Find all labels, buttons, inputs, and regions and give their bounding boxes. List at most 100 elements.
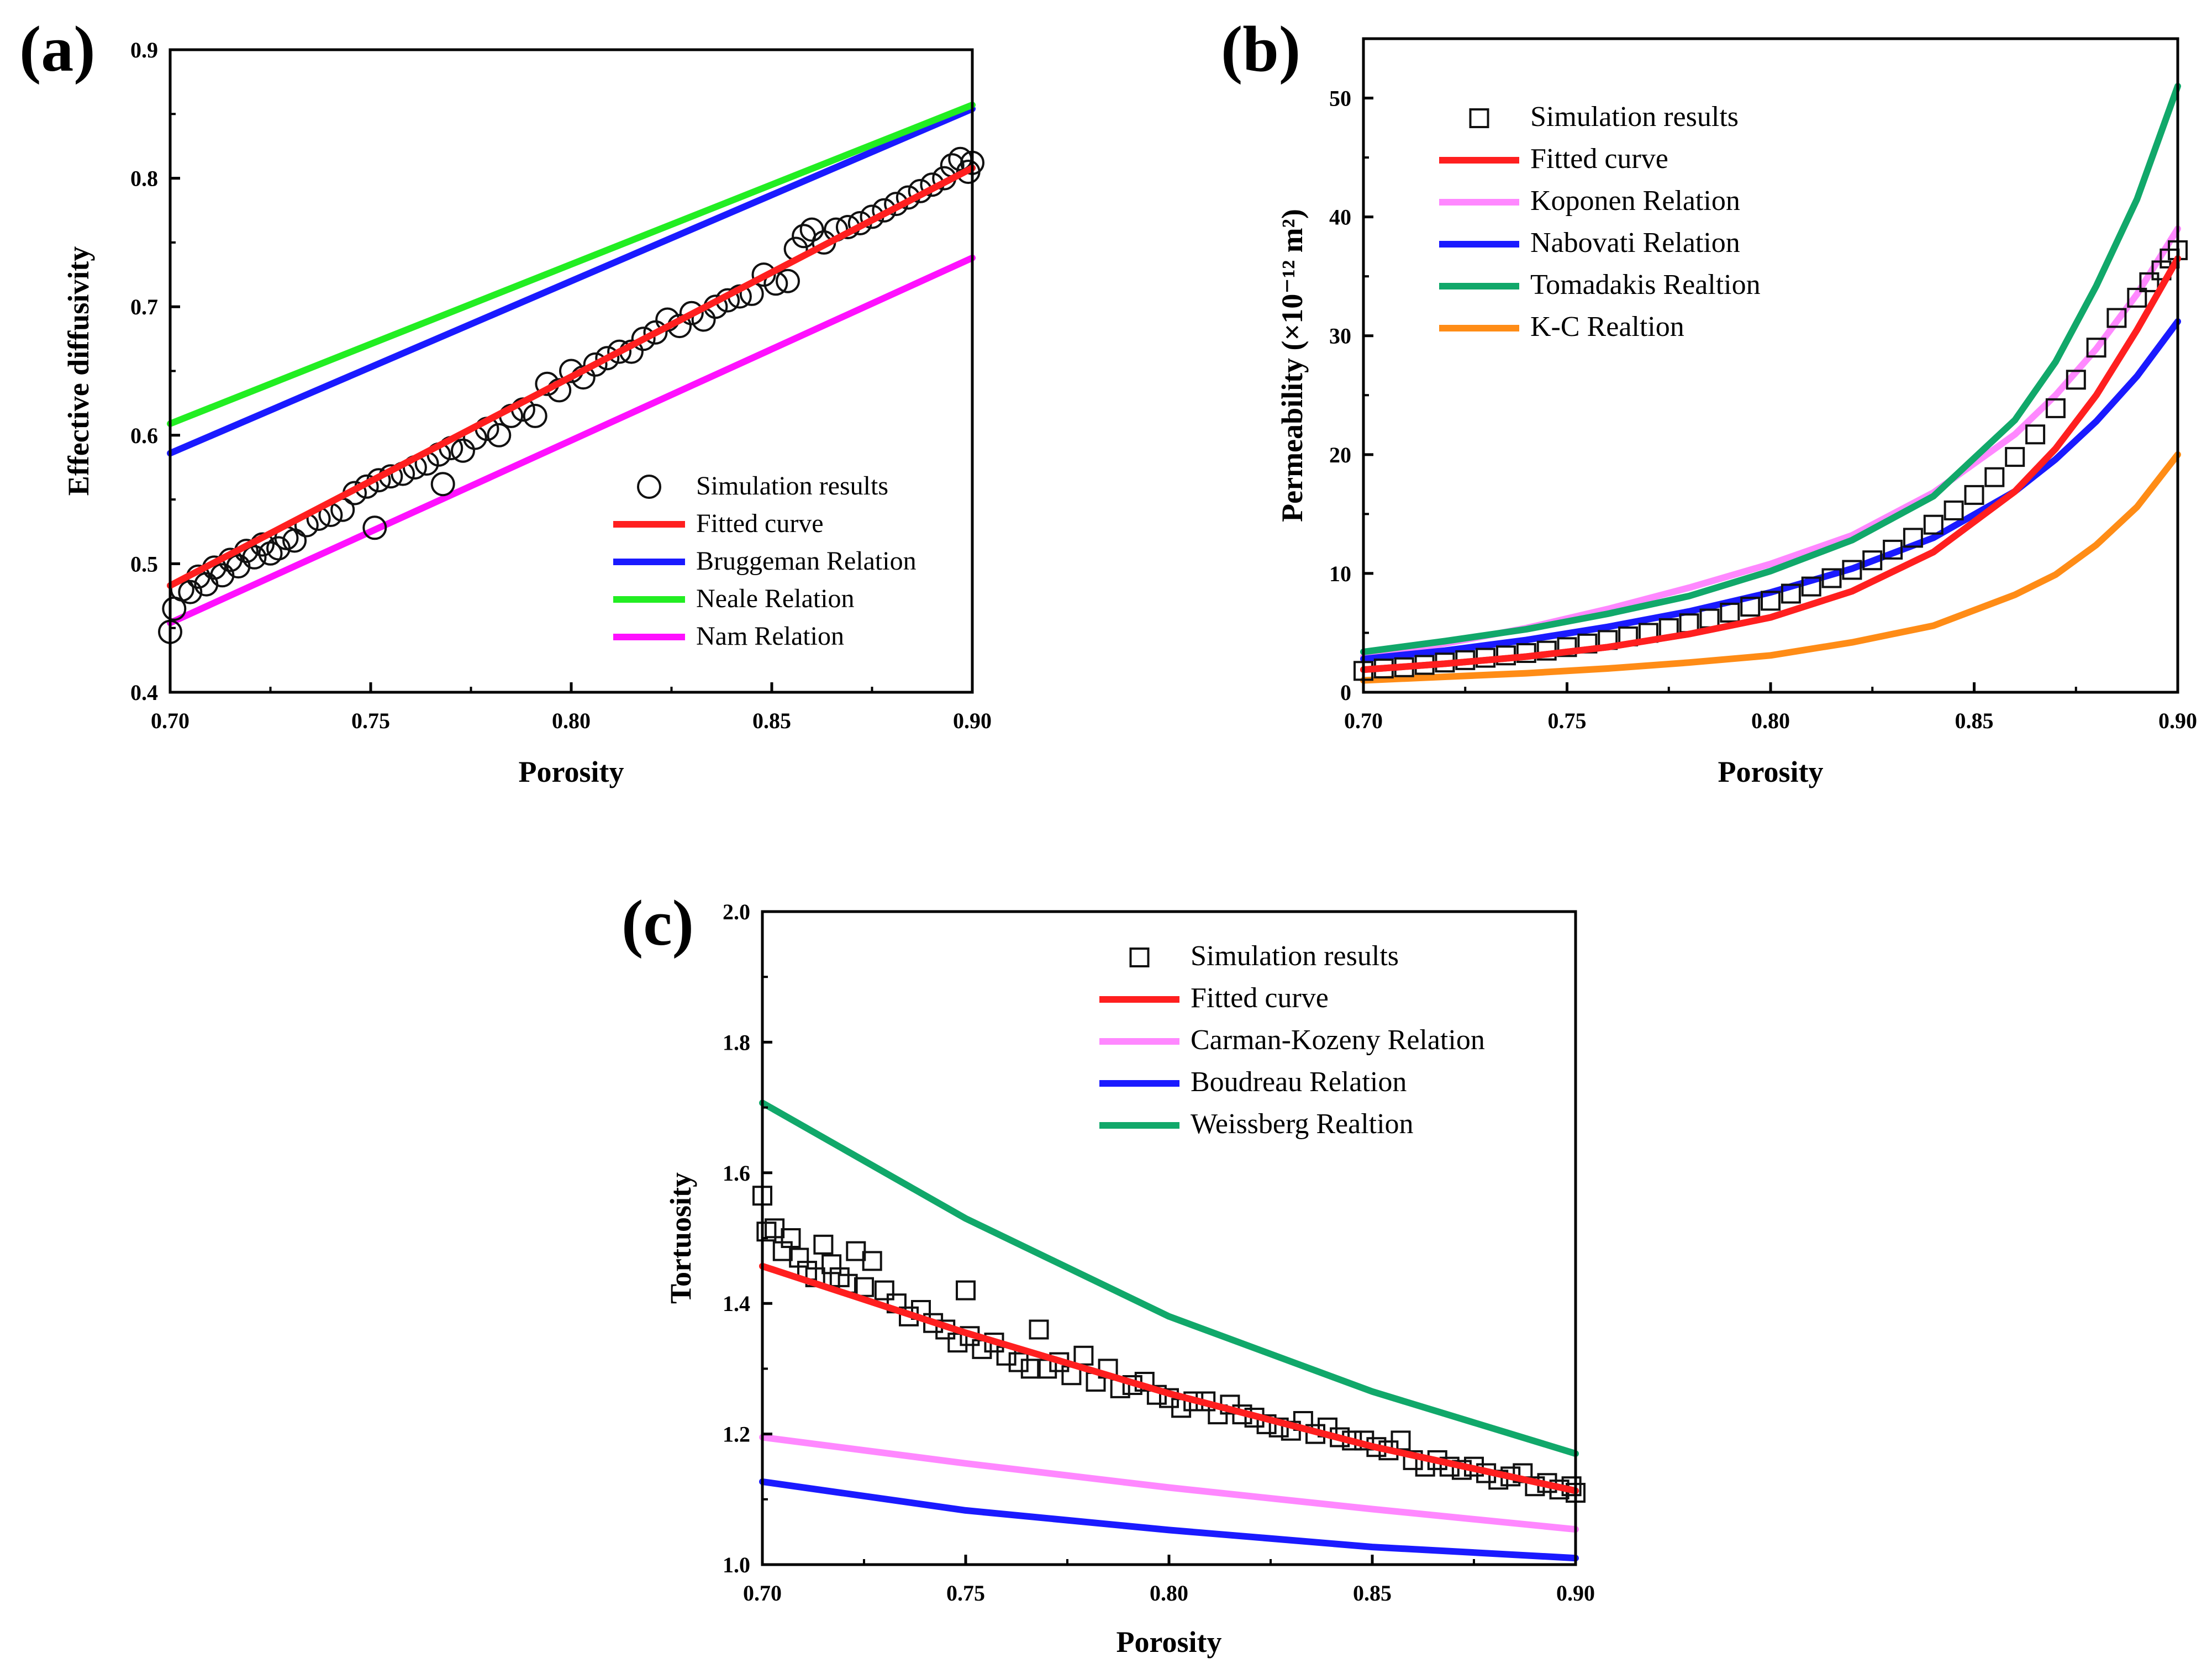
y-tick-label: 0.8 — [130, 166, 158, 191]
data-point — [947, 1333, 968, 1353]
data-point — [1720, 602, 1740, 623]
data-point — [2106, 308, 2127, 328]
series-line-tomadakis-realtion-b — [1360, 83, 2181, 655]
data-point — [1862, 550, 1883, 571]
data-point — [523, 403, 547, 428]
data-point — [1984, 467, 2005, 487]
data-point — [1557, 637, 1577, 657]
y-tick-label: 1.2 — [723, 1422, 750, 1447]
legend-label: Fitted curve — [696, 509, 824, 538]
series-line-neale-relation-a — [167, 102, 976, 427]
data-point — [282, 528, 307, 553]
y-tick-label: 1.4 — [723, 1291, 750, 1316]
x-tick-label: 0.90 — [2158, 708, 2197, 733]
x-axis-label-b: Porosity — [1718, 755, 1824, 788]
x-tick-label: 0.70 — [151, 708, 189, 733]
series-line-weissberg-realtion-c — [759, 1099, 1579, 1457]
data-point — [362, 515, 387, 540]
y-tick-label: 0.7 — [130, 294, 158, 319]
panel-label-a: (a) — [19, 13, 96, 85]
data-point — [2025, 424, 2046, 445]
legend-label: K-C Realtion — [1530, 311, 1684, 343]
y-tick-label: 0.9 — [130, 38, 158, 62]
legend-label: Fitted curve — [1530, 143, 1668, 175]
data-point — [1842, 560, 1862, 580]
data-point — [679, 301, 704, 325]
panel-label-b: (b) — [1221, 13, 1300, 85]
x-tick-label: 0.80 — [1751, 708, 1790, 733]
y-tick-label: 2.0 — [723, 899, 750, 924]
chart-panel-a: 0.70 0.75 0.80 0.85 0.90 0.4 0.5 0.6 0.7 0.8 0.9 P… — [62, 38, 992, 788]
data-point — [1903, 528, 1923, 548]
y-axis-label-b: Permeability (×10⁻¹² m²) — [1276, 209, 1309, 522]
x-tick-label: 0.80 — [1150, 1581, 1188, 1605]
data-point — [451, 438, 475, 463]
data-point — [430, 472, 455, 497]
data-point — [1740, 597, 1761, 617]
legend-label: Simulation results — [1530, 101, 1739, 133]
series-line-nam-relation-a — [167, 254, 976, 627]
legend-label: Boudreau Relation — [1191, 1066, 1407, 1098]
legend-label: Simulation results — [1191, 940, 1399, 972]
series-line-carman-kozeny-relation-c — [759, 1434, 1579, 1533]
x-tick-label: 0.85 — [1955, 708, 1994, 733]
data-point — [487, 423, 512, 448]
y-tick-label: 1.6 — [723, 1161, 750, 1186]
data-point — [2127, 287, 2147, 308]
series-line-bruggeman-relation-a — [167, 106, 976, 457]
y-tick-label: 0 — [1340, 680, 1351, 705]
data-point — [1008, 1352, 1029, 1372]
data-point — [1964, 485, 1984, 505]
data-point — [854, 1277, 874, 1297]
data-point — [1801, 576, 1821, 597]
data-point — [776, 269, 800, 293]
data-point — [813, 1234, 834, 1255]
legend-marker — [637, 475, 661, 499]
legend-label: Nam Relation — [696, 622, 844, 651]
x-tick-label: 0.70 — [1344, 708, 1383, 733]
x-tick-label: 0.85 — [752, 708, 791, 733]
y-tick-label: 50 — [1329, 86, 1351, 111]
data-point — [956, 1280, 976, 1301]
y-tick-label: 1.0 — [723, 1552, 750, 1577]
data-point — [1944, 500, 1964, 520]
legend-label: Neale Relation — [696, 584, 855, 613]
series-line-fitted-overlay-a — [167, 165, 976, 589]
y-tick-label: 30 — [1329, 324, 1351, 349]
y-axis-label-a: Effective diffusivity — [62, 246, 95, 496]
legend-marker — [1469, 108, 1489, 128]
legend-label: Tomadakis Realtion — [1530, 269, 1761, 301]
data-point — [781, 1228, 801, 1248]
data-point — [2045, 398, 2066, 418]
data-point — [862, 1251, 882, 1271]
data-point — [1020, 1359, 1041, 1379]
y-tick-label: 10 — [1329, 561, 1351, 586]
chart-panel-b: 0.70 0.75 0.80 0.85 0.90 0 10 20 30 40 50 Porosity… — [1276, 37, 2197, 788]
x-tick-label: 0.90 — [1556, 1581, 1595, 1605]
x-tick-label: 0.85 — [1353, 1581, 1392, 1605]
legend-label: Weissberg Realtion — [1191, 1108, 1414, 1140]
data-point — [1923, 514, 1944, 535]
data-point — [1883, 539, 1903, 560]
x-tick-label: 0.90 — [953, 708, 992, 733]
series-line-fitted-overlay-b — [1360, 255, 2181, 673]
x-tick-label: 0.75 — [351, 708, 390, 733]
legend-label: Fitted curve — [1191, 982, 1329, 1014]
data-point — [631, 327, 656, 351]
series-line-nabovati-relation-b — [1360, 318, 2181, 662]
legend-label: Koponen Relation — [1530, 185, 1740, 217]
series-line-boudreau-relation-c — [759, 1478, 1579, 1562]
legend-marker — [1129, 947, 1150, 967]
data-point — [1073, 1345, 1094, 1366]
data-point — [2139, 272, 2160, 292]
x-axis-label-a: Porosity — [519, 755, 624, 788]
data-point — [2066, 370, 2086, 390]
x-tick-label: 0.75 — [1548, 708, 1587, 733]
data-point — [583, 352, 608, 377]
data-point — [595, 346, 620, 371]
y-tick-label: 1.8 — [723, 1030, 750, 1055]
legend-label: Carman-Kozeny Relation — [1191, 1024, 1485, 1056]
y-tick-label: 0.6 — [130, 423, 158, 448]
